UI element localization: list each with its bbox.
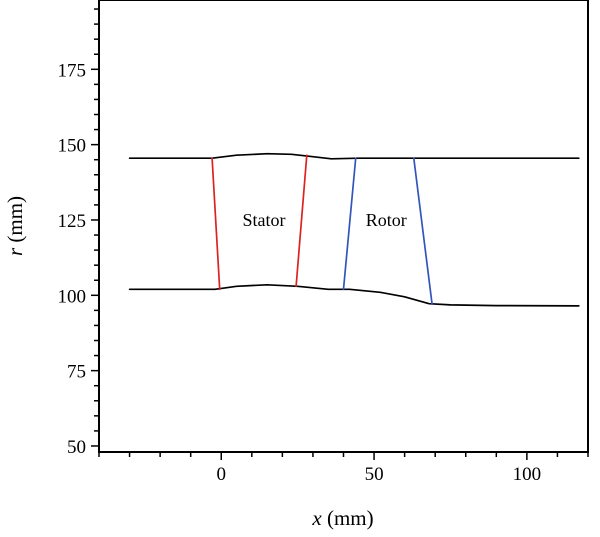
y-tick-label: 50	[67, 437, 86, 458]
stator-leading-edge-line	[211, 157, 221, 291]
x-axis-ticks: 0 50 100	[98, 452, 589, 485]
y-tick-label: 175	[58, 60, 87, 81]
rotor-leading-edge-line	[342, 157, 357, 291]
rotor-trailing-edge-line	[412, 157, 433, 306]
plot-frame	[98, 0, 589, 453]
y-tick-label: 125	[58, 211, 87, 232]
annotation-stator: Stator	[243, 210, 286, 230]
x-tick-label: 0	[217, 464, 227, 485]
x-tick-label: 100	[513, 464, 542, 485]
annotations: Stator Rotor	[243, 210, 407, 230]
y-tick-label: 150	[58, 136, 87, 157]
series-group	[128, 152, 580, 307]
y-axis-ticks: 50 75 100 125 150 175	[58, 8, 99, 458]
y-tick-label: 75	[67, 362, 86, 383]
x-axis-title: x (mm)	[311, 506, 373, 530]
x-tick-label: 50	[365, 464, 384, 485]
y-tick-label: 100	[58, 286, 87, 307]
annotation-rotor: Rotor	[366, 210, 407, 230]
hub-line	[128, 283, 580, 307]
stator-trailing-edge-line	[295, 154, 308, 288]
shroud-line	[128, 152, 580, 160]
y-axis-title: r (mm)	[3, 196, 27, 256]
